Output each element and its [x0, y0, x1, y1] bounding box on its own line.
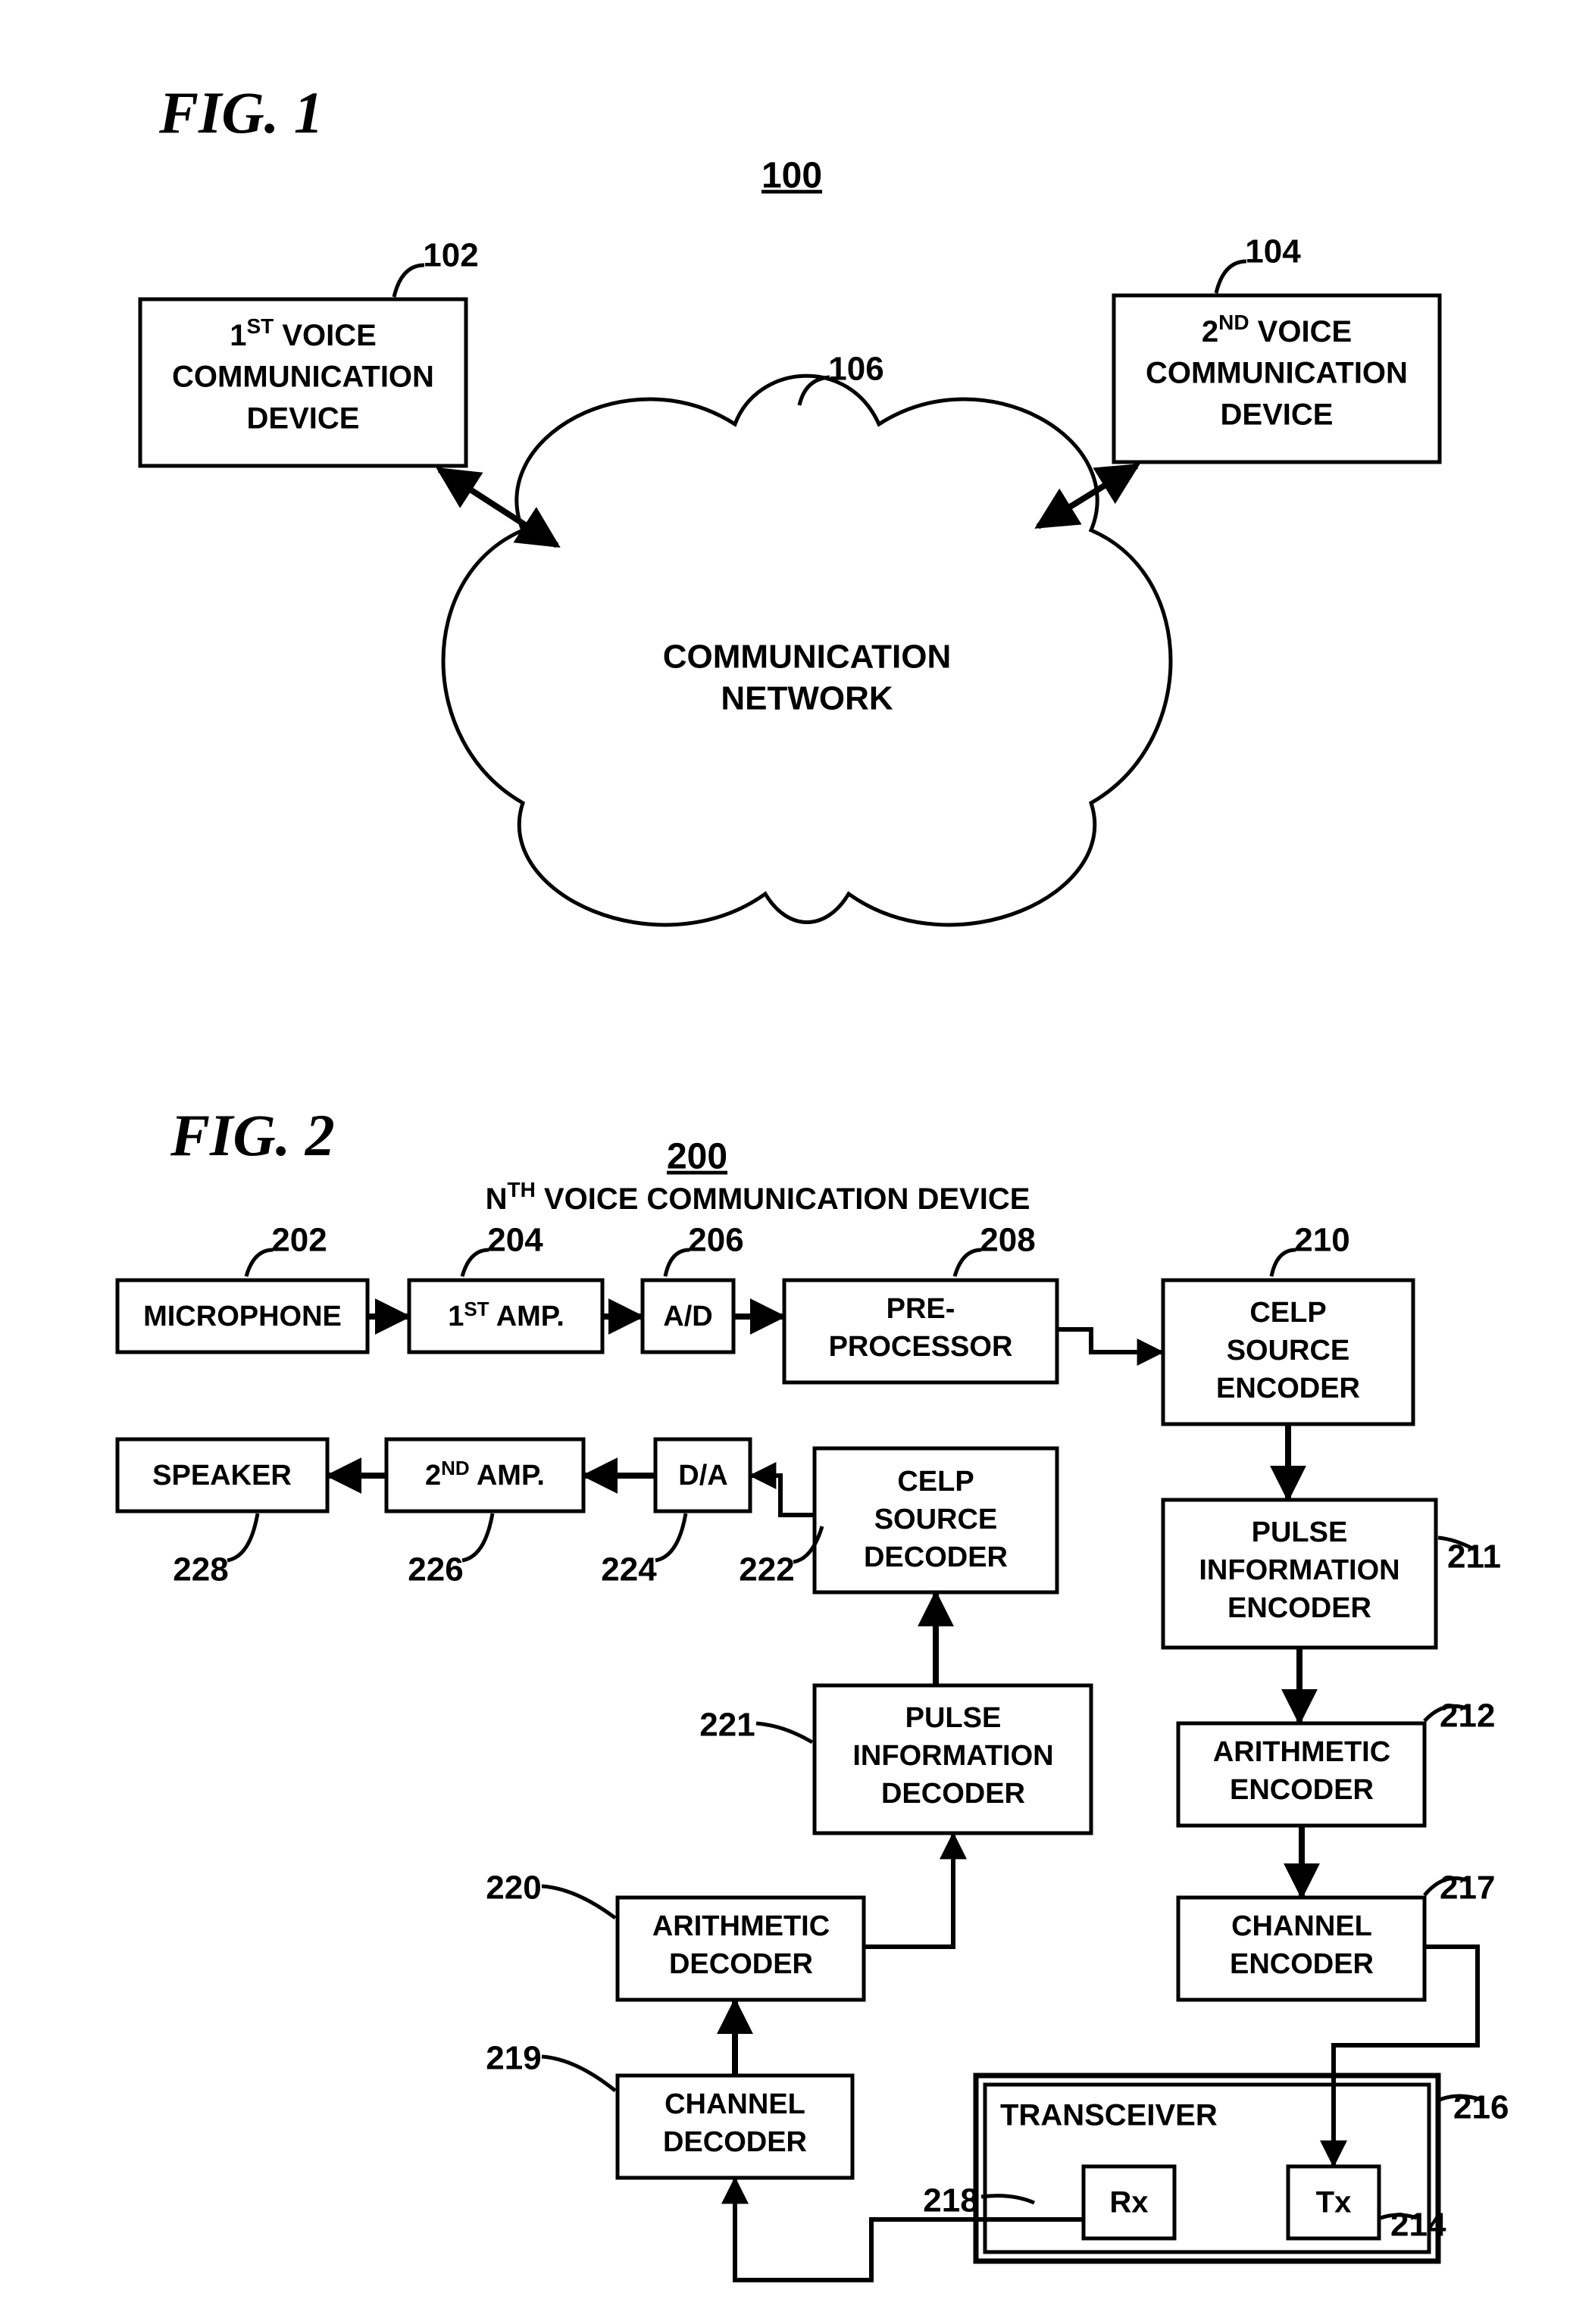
lead-102 — [394, 265, 424, 297]
ref-206: 206 — [688, 1222, 743, 1259]
communication-network-cloud: COMMUNICATION NETWORK — [443, 376, 1171, 925]
ref-218: 218 — [923, 2182, 978, 2219]
srcenc-l3: ENCODER — [1216, 1373, 1360, 1404]
fig1-system-ref: 100 — [761, 156, 822, 196]
preproc-l2: PROCESSOR — [829, 1331, 1013, 1363]
pulsedec-l2: INFORMATION — [852, 1740, 1053, 1772]
arithdec-l2: DECODER — [669, 1948, 813, 1980]
tx-label: Tx — [1316, 2186, 1352, 2219]
srcdec-l2: SOURCE — [874, 1504, 998, 1535]
speaker-label: SPEAKER — [152, 1460, 292, 1492]
device-2-line2: COMMUNICATION — [1146, 357, 1408, 390]
transceiver: TRANSCEIVER Rx Tx — [976, 2076, 1438, 2261]
fig2-subtitle: NTH VOICE COMMUNICATION DEVICE — [486, 1178, 1030, 1215]
pulsedec-l1: PULSE — [905, 1702, 1002, 1734]
device-1-line3: DEVICE — [247, 402, 360, 436]
ref-104: 104 — [1245, 233, 1301, 270]
pulseenc-l2: INFORMATION — [1199, 1554, 1399, 1586]
pulsedec-l3: DECODER — [881, 1778, 1025, 1810]
fig2-title: FIG. 2 — [170, 1102, 335, 1168]
device-2-line3: DEVICE — [1221, 398, 1334, 432]
srcdec-l3: DECODER — [864, 1542, 1008, 1573]
figure-1: FIG. 1 100 1ST VOICE COMMUNICATION DEVIC… — [140, 80, 1440, 925]
srcdec-l1: CELP — [897, 1466, 974, 1498]
ref-106: 106 — [828, 351, 883, 388]
transceiver-label: TRANSCEIVER — [1000, 2099, 1218, 2132]
fig2-system-ref: 200 — [667, 1137, 727, 1177]
chandec-l1: CHANNEL — [665, 2088, 805, 2120]
ref-222: 222 — [739, 1551, 794, 1588]
pulseenc-l1: PULSE — [1252, 1517, 1348, 1548]
ref-211: 211 — [1447, 1538, 1501, 1576]
arithenc-l1: ARITHMETIC — [1213, 1736, 1390, 1768]
lead-104 — [1216, 261, 1246, 293]
ref-224: 224 — [601, 1551, 657, 1588]
srcenc-l1: CELP — [1249, 1297, 1326, 1329]
device-2: 2ND VOICE COMMUNICATION DEVICE — [1114, 295, 1440, 462]
ref-202: 202 — [271, 1222, 327, 1259]
cloud-line1: COMMUNICATION — [663, 639, 951, 676]
ref-212: 212 — [1440, 1698, 1495, 1735]
chandec-l2: DECODER — [663, 2126, 807, 2158]
ref-204: 204 — [487, 1222, 543, 1259]
device-1-line2: COMMUNICATION — [172, 361, 434, 394]
device-1: 1ST VOICE COMMUNICATION DEVICE — [140, 299, 466, 466]
ref-226: 226 — [408, 1551, 463, 1588]
ref-210: 210 — [1294, 1222, 1349, 1259]
rx-label: Rx — [1109, 2186, 1148, 2219]
ref-220: 220 — [486, 1870, 541, 1907]
cloud-line2: NETWORK — [721, 680, 893, 717]
ref-217: 217 — [1440, 1870, 1495, 1907]
preproc-l1: PRE- — [887, 1293, 955, 1325]
ref-208: 208 — [980, 1222, 1035, 1259]
arithenc-l2: ENCODER — [1230, 1774, 1374, 1806]
da-label: D/A — [678, 1460, 727, 1492]
ad-label: A/D — [663, 1301, 712, 1332]
ref-214: 214 — [1390, 2207, 1446, 2244]
ref-219: 219 — [486, 2040, 541, 2077]
pulseenc-l3: ENCODER — [1227, 1592, 1371, 1624]
chanenc-l1: CHANNEL — [1231, 1910, 1372, 1942]
ref-221: 221 — [699, 1707, 755, 1744]
ref-102: 102 — [423, 237, 478, 274]
fig1-title: FIG. 1 — [158, 80, 324, 145]
ref-228: 228 — [173, 1551, 228, 1588]
figure-2: FIG. 2 200 NTH VOICE COMMUNICATION DEVIC… — [117, 1102, 1509, 2280]
microphone-label: MICROPHONE — [143, 1301, 342, 1332]
srcenc-l2: SOURCE — [1227, 1335, 1350, 1367]
arithdec-l1: ARITHMETIC — [652, 1910, 830, 1942]
chanenc-l2: ENCODER — [1230, 1948, 1374, 1980]
